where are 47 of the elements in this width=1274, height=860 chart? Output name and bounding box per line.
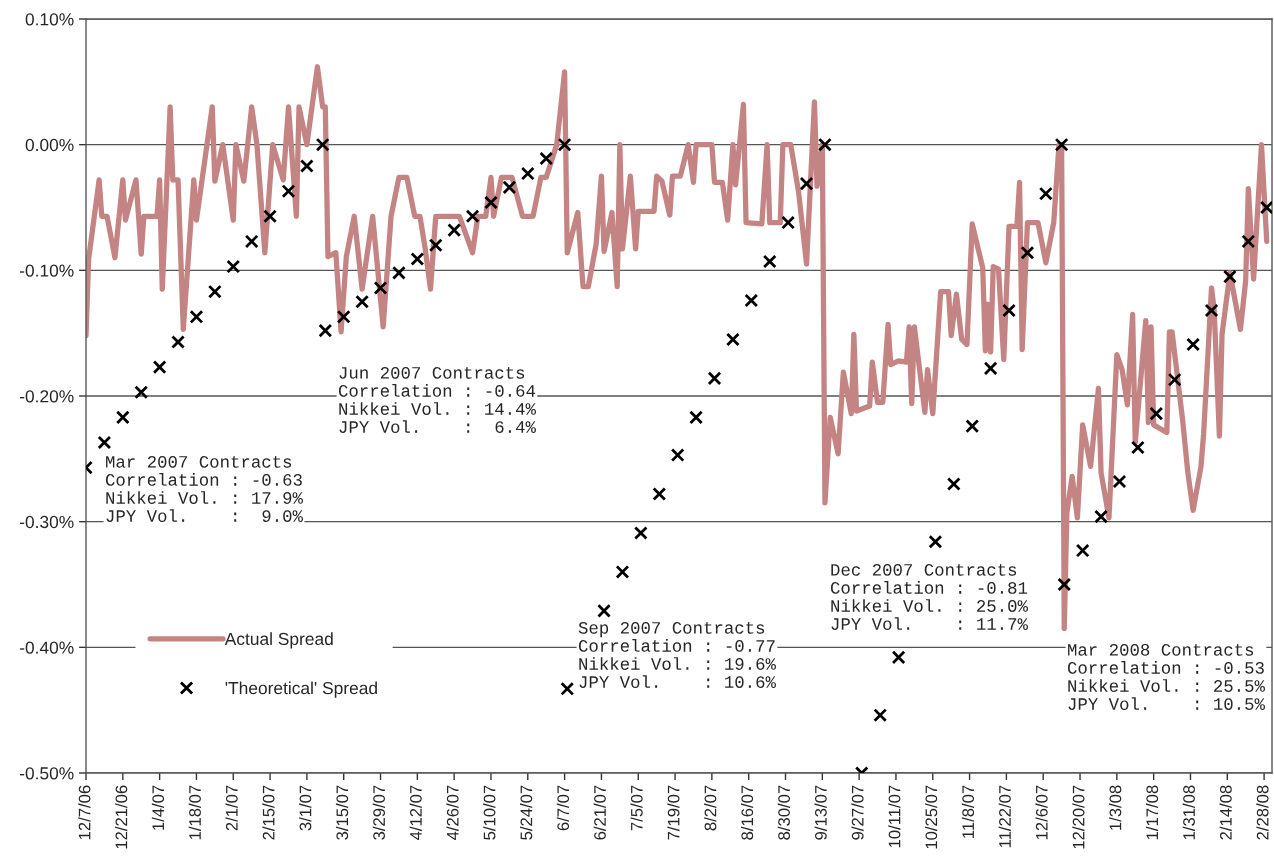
x-tick-label: 7/5/07	[630, 785, 643, 831]
y-tick-label: -0.10%	[19, 264, 74, 277]
x-tick-label: 9/27/07	[851, 785, 864, 840]
x-tick-label: 2/1/07	[225, 785, 238, 831]
x-tick-label: 12/6/07	[1035, 785, 1048, 840]
x-tick-label: 8/16/07	[740, 785, 754, 840]
annotation: Jun 2007 Contracts Correlation : -0.64 Nikkei Vol. : 14.4% JPY Vol. : 6.4%	[338, 366, 536, 433]
x-tick-label: 12/20/07	[1072, 785, 1085, 849]
x-tick-label: 10/11/07	[888, 785, 901, 848]
x-tick-label: 8/2/07	[704, 785, 717, 831]
x-tick-label: 4/26/07	[446, 785, 459, 841]
x-tick-label: 2/15/07	[262, 785, 275, 840]
x-tick-label: 7/19/07	[667, 785, 680, 840]
x-tick-label: 11/22/07	[998, 785, 1011, 848]
x-tick-label: 1/3/08	[1109, 785, 1122, 830]
y-tick-label: -0.50%	[19, 767, 74, 780]
x-tick-label: 2/28/08	[1256, 785, 1269, 840]
y-tick-label: 0.00%	[25, 138, 74, 152]
annotation: Mar 2007 Contracts Correlation : -0.63 Nikkei Vol. : 17.9% JPY Vol. : 9.0%	[105, 455, 303, 522]
y-tick-label: -0.40%	[19, 641, 74, 654]
x-tick-label: 3/29/07	[372, 785, 385, 840]
x-tick-label: 2/14/08	[1219, 785, 1232, 840]
x-tick-label: 6/7/07	[556, 785, 570, 831]
x-tick-label: 5/10/07	[483, 785, 496, 840]
x-tick-label: 12/7/06	[78, 785, 91, 840]
y-tick-label: -0.20%	[19, 390, 74, 403]
x-tick-label: 5/24/07	[520, 785, 533, 840]
x-tick-label: 3/15/07	[335, 785, 349, 840]
x-tick-label: 4/12/07	[409, 785, 422, 841]
x-tick-label: 1/31/08	[1182, 785, 1195, 840]
annotation: Mar 2008 Contracts Correlation : -0.53 Nikkei Vol. : 25.5% JPY Vol. : 10.5%	[1067, 643, 1265, 710]
x-tick-label: 6/21/07	[593, 785, 606, 840]
legend-label: 'Theoretical' Spread	[225, 681, 377, 698]
x-tick-label: 10/25/07	[925, 785, 938, 849]
y-tick-label: 0.10%	[25, 13, 74, 26]
annotation: Dec 2007 Contracts Correlation : -0.81 Nikkei Vol. : 25.0% JPY Vol. : 11.7%	[830, 563, 1028, 630]
annotation: Sep 2007 Contracts Correlation : -0.77 Nikkei Vol. : 19.6% JPY Vol. : 10.6%	[578, 621, 776, 688]
y-tick-label: -0.30%	[19, 515, 74, 529]
x-tick-label: 9/13/07	[814, 785, 827, 840]
x-tick-label: 1/17/08	[1145, 785, 1159, 840]
legend-label: Actual Spread	[224, 632, 333, 649]
x-tick-label: 1/18/07	[188, 785, 201, 840]
x-tick-label: 11/8/07	[961, 785, 975, 838]
x-tick-label: 3/1/07	[299, 785, 312, 831]
x-tick-label: 12/21/06	[115, 785, 128, 849]
x-tick-label: 8/30/07	[777, 785, 790, 840]
x-tick-label: 1/4/07	[151, 785, 165, 830]
